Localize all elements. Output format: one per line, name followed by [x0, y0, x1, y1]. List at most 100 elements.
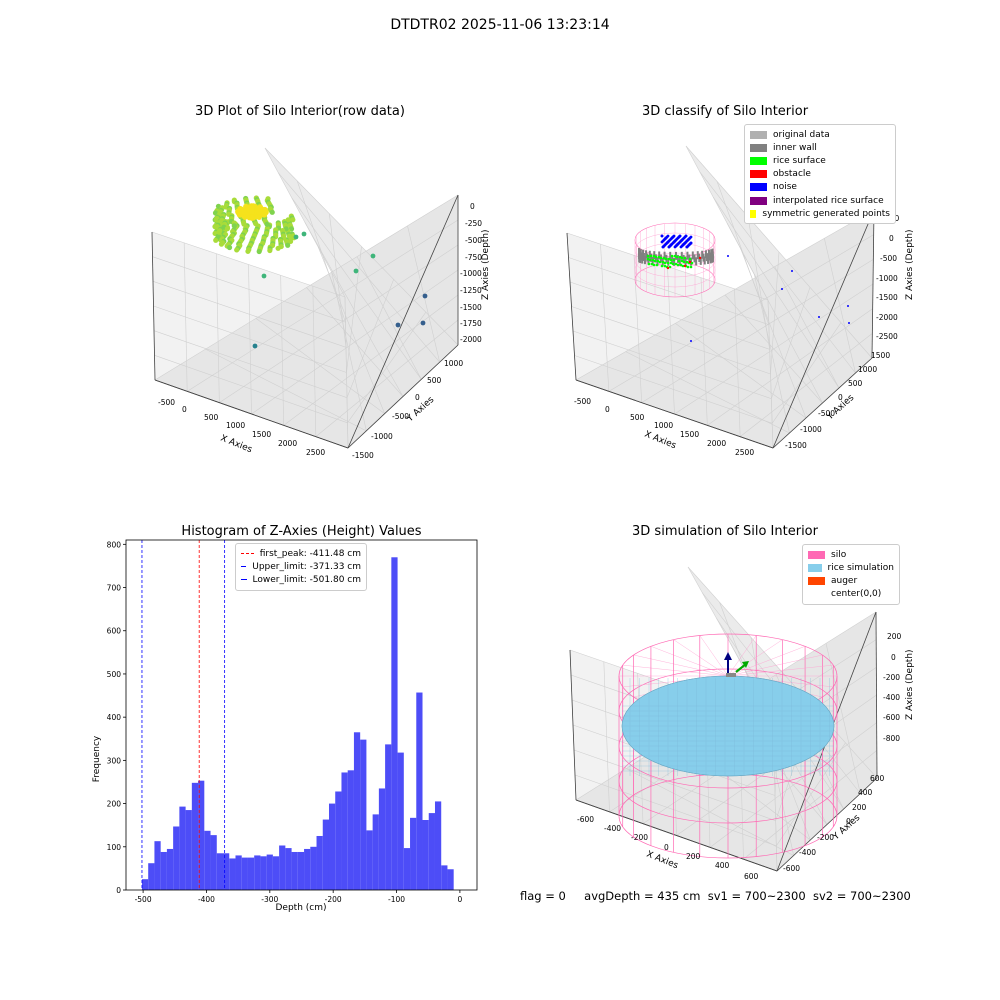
data-point: [215, 233, 221, 239]
x-tick-label: 0: [458, 895, 463, 904]
inner-wall-point: [693, 254, 696, 263]
data-point: [290, 217, 296, 223]
rice-surface-point: [660, 264, 664, 268]
histogram-bar: [291, 851, 298, 890]
inner-wall-point: [642, 252, 645, 261]
legend-line-sample: [241, 579, 247, 581]
panel1-ztick: -1000: [460, 269, 482, 278]
rice-surface-point: [657, 255, 661, 259]
noise-point: [673, 239, 677, 243]
panel4-ytick: 600: [870, 774, 885, 783]
silo-wire: [727, 635, 757, 677]
panel1-ztick: -250: [465, 219, 482, 228]
inner-wall-point: [663, 251, 666, 260]
y-tick-label: 100: [107, 843, 122, 852]
panel4-xtick: -400: [604, 824, 621, 833]
panel4-xtick: 600: [744, 872, 759, 881]
data-point: [249, 208, 255, 215]
panel4-ztick: 0: [891, 653, 896, 662]
legend-label: Upper_limit: -371.33 cm: [252, 561, 361, 572]
inner-wall-point: [707, 255, 710, 264]
axis-pane: [576, 210, 874, 448]
data-point: [285, 242, 291, 248]
panel4-xtick: -600: [577, 815, 594, 824]
rice-surface-point: [661, 260, 665, 264]
z-axis-line: [875, 611, 878, 779]
panel4-ytick: 200: [852, 803, 867, 812]
gridline: [407, 225, 440, 363]
histogram-plot: -500 -400 -300 -200 -100 0 0 100 200 300 400 500 600…: [107, 539, 478, 904]
inner-wall-point: [669, 251, 672, 260]
legend-label: silo: [831, 549, 847, 560]
rice-surface-point: [662, 256, 666, 260]
rice-surface-point: [651, 258, 655, 262]
histogram-bar: [241, 857, 248, 890]
rice-surface-point: [652, 254, 656, 258]
histogram-bar: [391, 557, 398, 890]
inner-wall-point: [691, 251, 694, 260]
panel2-xtick: -500: [574, 397, 591, 406]
data-point: [224, 226, 231, 232]
histogram-bar: [372, 814, 379, 890]
x-axis-line: [575, 379, 774, 449]
panel4-xtick: -200: [631, 833, 648, 842]
noise-point: [669, 243, 673, 247]
noise-point: [684, 234, 688, 238]
noise-point: [666, 240, 670, 244]
status-flag: flag = 0: [520, 889, 566, 903]
gridline: [264, 147, 459, 346]
inner-wall-point: [673, 257, 676, 266]
data-point: [218, 241, 225, 247]
legend-label: original data: [773, 129, 830, 140]
panel4-ytick: -600: [783, 864, 800, 873]
panel1-xtick: 2000: [278, 439, 297, 448]
histogram-bar: [260, 856, 267, 890]
histogram-bar: [422, 820, 429, 890]
data-point: [353, 268, 359, 274]
panel1-xtick: 500: [204, 413, 219, 422]
panel2-xtick: 500: [630, 413, 645, 422]
panel4-ztick: -600: [883, 713, 900, 722]
silo-wire: [727, 646, 806, 677]
panel4-xtick: 200: [686, 852, 701, 861]
noise-point: [662, 244, 666, 248]
histogram-bar: [166, 848, 174, 890]
noise-point: [727, 255, 729, 257]
rice-surface-point: [647, 262, 651, 266]
y-tick-label: 200: [107, 800, 122, 809]
data-point: [301, 231, 307, 237]
histogram-bar: [385, 744, 392, 890]
noise-point: [689, 241, 693, 245]
x-axis-line: [151, 231, 156, 381]
histogram-bar: [154, 841, 161, 890]
data-point: [231, 223, 237, 229]
gridline: [278, 172, 440, 363]
inner-wall-point: [686, 251, 689, 260]
inner-wall-point: [706, 253, 709, 262]
x-axis-line: [154, 379, 349, 449]
panel2-points: [634, 222, 850, 342]
panel1-ztick: -1500: [460, 303, 482, 312]
legend-swatch: [750, 196, 767, 205]
panel2-title: 3D classify of Silo Interior: [641, 104, 809, 119]
y-tick-label: 600: [107, 627, 122, 636]
data-point: [264, 221, 270, 227]
histogram-bar: [148, 863, 155, 890]
histogram-bar: [403, 848, 411, 890]
legend-label: center(0,0): [831, 589, 882, 600]
inner-wall-point: [695, 257, 698, 266]
noise-point: [676, 242, 680, 246]
inner-wall-point: [650, 253, 653, 262]
histogram-bar: [447, 869, 454, 890]
noise-point: [689, 235, 693, 239]
noise-point: [685, 245, 689, 249]
legend-swatch: [750, 156, 767, 165]
histogram-bar: [254, 855, 261, 890]
data-point: [261, 273, 267, 279]
inner-wall-point: [684, 257, 687, 266]
rice-surface-point: [663, 261, 667, 265]
data-point: [226, 244, 233, 251]
panel1-ztick: -2000: [460, 335, 482, 344]
gridline: [824, 238, 856, 374]
panel2-ztick: -1500: [876, 293, 898, 302]
